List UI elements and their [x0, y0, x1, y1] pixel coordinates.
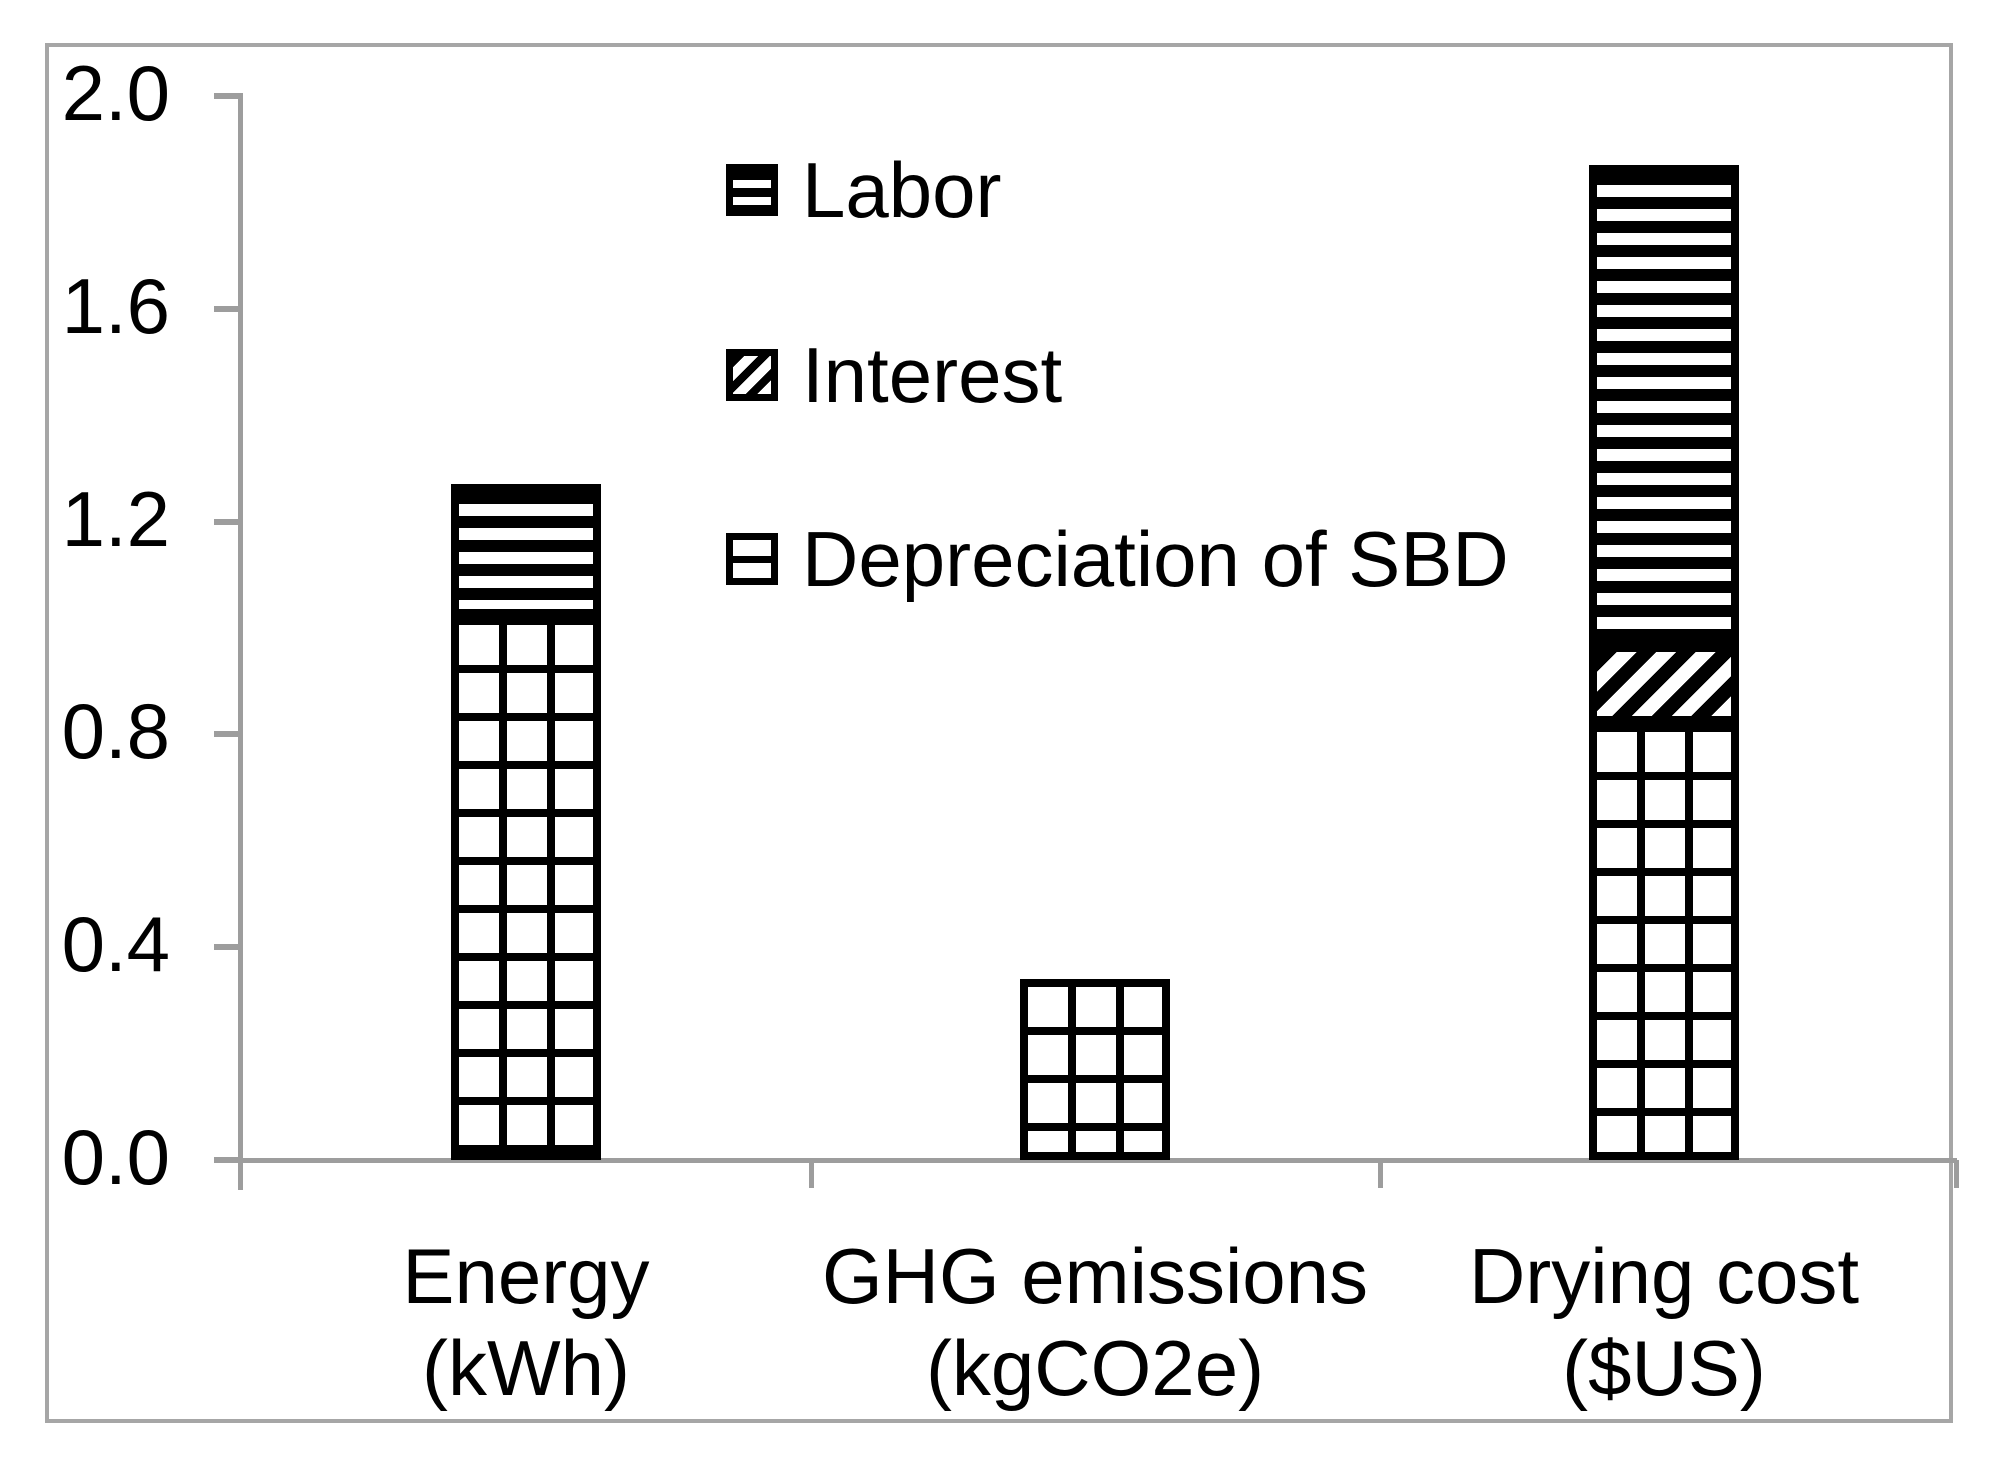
x-tick-mark: [1378, 1160, 1383, 1188]
x-category-label-line: (kWh): [422, 1324, 630, 1412]
y-tick-mark: [214, 944, 240, 950]
y-tick-mark: [214, 93, 240, 99]
x-category-label-line: (kgCO2e): [925, 1324, 1265, 1412]
y-tick-label: 1.6: [61, 262, 170, 350]
x-category-label: Drying cost ($US): [1314, 1230, 2002, 1414]
y-axis-line: [238, 93, 243, 1190]
y-tick-label: 0.4: [61, 900, 170, 988]
legend-item-labor: Labor: [726, 150, 1002, 230]
interest-pattern-swatch-icon: [726, 349, 778, 401]
legend-item-depreciation: Depreciation of SBD: [726, 519, 1509, 599]
x-category-label-line: Drying cost: [1468, 1232, 1860, 1320]
y-tick-mark: [214, 731, 240, 737]
y-tick-label: 0.8: [61, 687, 170, 775]
y-tick-label: 2.0: [61, 49, 170, 137]
bar-segment-hstripes: [1589, 165, 1739, 644]
chart-outer-border: [45, 43, 1953, 1423]
x-category-label: Energy (kWh): [176, 1230, 876, 1414]
bar-segment-grid: [1589, 724, 1739, 1160]
legend-label-interest: Interest: [802, 331, 1063, 419]
x-category-label-line: Energy: [402, 1232, 650, 1320]
x-tick-mark: [809, 1160, 814, 1188]
bar-segment-grid: [1020, 979, 1170, 1160]
y-tick-label: 0.0: [61, 1113, 170, 1201]
x-category-label-line: ($US): [1562, 1324, 1766, 1412]
legend-label-depreciation: Depreciation of SBD: [802, 515, 1509, 603]
labor-pattern-swatch-icon: [726, 164, 778, 216]
bar-segment-hstripes: [451, 484, 601, 617]
y-tick-mark: [214, 519, 240, 525]
x-tick-mark: [1954, 1160, 1959, 1188]
x-category-label-line: GHG emissions: [821, 1232, 1369, 1320]
y-tick-label: 1.2: [61, 475, 170, 563]
y-tick-mark: [214, 1157, 240, 1163]
x-category-label: GHG emissions (kgCO2e): [745, 1230, 1445, 1414]
bar-segment-grid: [451, 617, 601, 1160]
depreciation-pattern-swatch-icon: [726, 533, 778, 585]
legend-label-labor: Labor: [802, 146, 1002, 234]
y-tick-mark: [214, 306, 240, 312]
bar-segment-diagonal: [1589, 644, 1739, 724]
legend-item-interest: Interest: [726, 335, 1062, 415]
x-axis-line: [240, 1158, 1957, 1163]
